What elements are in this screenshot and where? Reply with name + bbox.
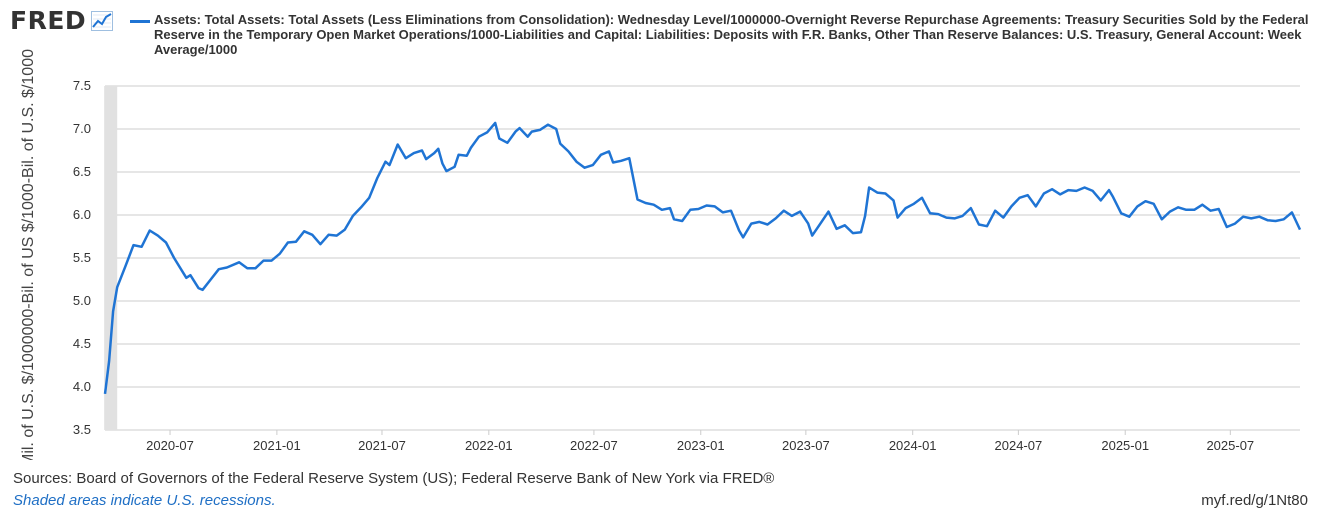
legend-swatch <box>130 20 150 23</box>
y-tick-label: 4.0 <box>73 379 91 394</box>
x-tick-label: 2021-01 <box>253 438 301 453</box>
y-tick-label: 6.0 <box>73 207 91 222</box>
short-url-link[interactable]: myf.red/g/1Nt80 <box>1201 492 1308 509</box>
legend-label: Assets: Total Assets: Total Assets (Less… <box>154 12 1309 57</box>
recession-note: Shaded areas indicate U.S. recessions. <box>13 492 276 509</box>
x-tick-label: 2024-01 <box>889 438 937 453</box>
recession-band <box>105 86 118 430</box>
chart-legend: Assets: Total Assets: Total Assets (Less… <box>130 12 1310 57</box>
x-tick-label: 2023-07 <box>782 438 830 453</box>
y-tick-label: 4.5 <box>73 336 91 351</box>
x-tick-label: 2024-07 <box>995 438 1043 453</box>
series-layer <box>103 121 1302 395</box>
y-tick-label: 3.5 <box>73 422 91 437</box>
y-tick-label: 6.5 <box>73 164 91 179</box>
x-tick-label: 2025-01 <box>1101 438 1149 453</box>
x-tick-label: 2022-01 <box>465 438 513 453</box>
series-line <box>103 121 1302 395</box>
x-tick-label: 2025-07 <box>1206 438 1254 453</box>
y-axis-ticks: 3.5 4.0 4.5 5.0 5.5 6.0 6.5 7.0 7.5 <box>73 78 91 437</box>
fred-logo[interactable]: FRED <box>10 6 114 36</box>
sources-text: Sources: Board of Governors of the Feder… <box>13 470 775 487</box>
y-tick-label: 7.5 <box>73 78 91 93</box>
gridlines <box>104 85 1300 431</box>
y-tick-label: 5.0 <box>73 293 91 308</box>
logo-text: FRED <box>10 6 87 35</box>
x-tick-label: 2021-07 <box>358 438 406 453</box>
line-chart: 3.5 4.0 4.5 5.0 5.5 6.0 6.5 7.0 7.5 2020-07 2021-… <box>20 49 1302 460</box>
y-axis-label: Mil. of U.S. $/1000000-Bil. of US $/1000… <box>20 49 37 460</box>
y-tick-label: 5.5 <box>73 250 91 265</box>
x-tick-label: 2020-07 <box>146 438 194 453</box>
trend-line-icon <box>91 11 114 31</box>
recession-shading <box>105 86 118 430</box>
x-axis-ticks: 2020-07 2021-01 2021-07 2022-01 2022-07 2023-… <box>146 430 1254 453</box>
y-tick-label: 7.0 <box>73 121 91 136</box>
x-tick-label: 2022-07 <box>570 438 618 453</box>
x-tick-label: 2023-01 <box>677 438 725 453</box>
